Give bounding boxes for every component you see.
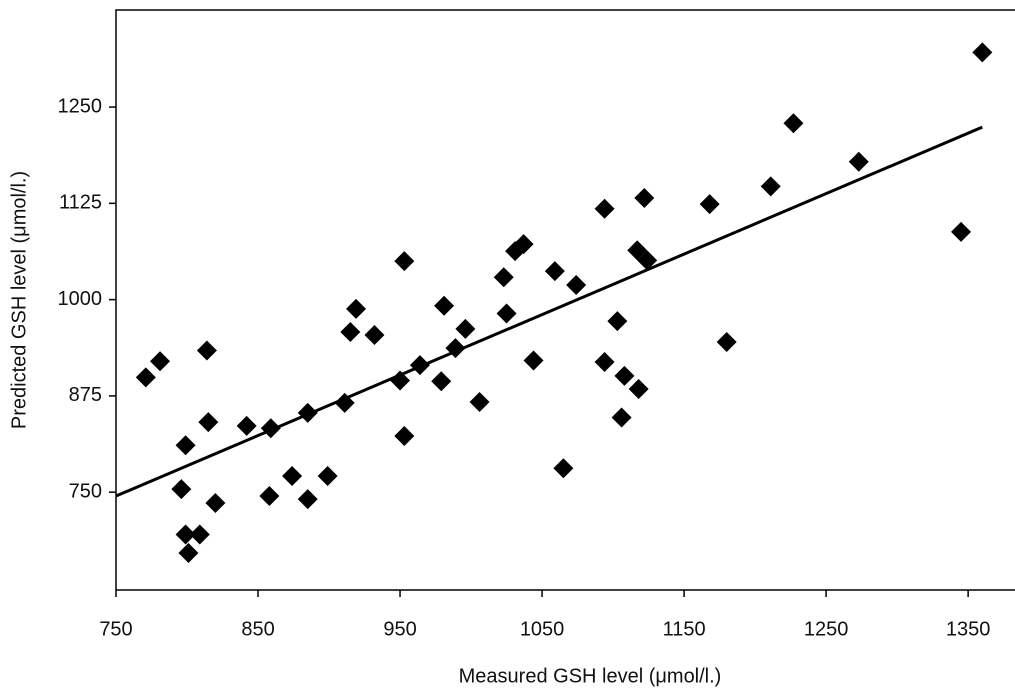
data-point xyxy=(553,458,574,479)
x-tick-label: 850 xyxy=(241,618,274,640)
data-point xyxy=(431,371,452,392)
x-axis-title: Measured GSH level (μmol/l.) xyxy=(459,665,722,687)
data-point xyxy=(390,370,411,391)
data-point xyxy=(259,486,280,507)
data-point xyxy=(205,492,226,513)
data-point xyxy=(178,543,199,564)
data-point xyxy=(434,295,455,316)
x-tick-label: 1050 xyxy=(520,618,565,640)
data-point xyxy=(699,194,720,215)
x-tick-label: 1150 xyxy=(663,618,706,640)
data-point xyxy=(455,318,476,339)
data-point xyxy=(150,351,171,372)
data-point xyxy=(628,378,649,399)
data-point xyxy=(189,524,210,545)
data-point xyxy=(469,392,490,413)
data-point xyxy=(594,198,615,219)
data-point xyxy=(848,151,869,172)
data-point xyxy=(607,311,628,332)
data-point xyxy=(614,365,635,386)
data-point xyxy=(297,489,318,510)
data-point xyxy=(196,340,217,361)
data-point xyxy=(175,524,196,545)
data-point xyxy=(493,267,514,288)
data-point xyxy=(544,261,565,282)
data-point xyxy=(496,303,517,324)
data-point xyxy=(135,367,156,388)
x-tick-label: 1250 xyxy=(804,618,849,640)
y-tick-label: 1000 xyxy=(58,288,103,310)
data-point xyxy=(972,42,993,63)
data-point xyxy=(594,352,615,373)
data-point xyxy=(523,350,544,371)
data-point xyxy=(566,274,587,295)
data-point xyxy=(611,407,632,428)
data-point xyxy=(783,113,804,134)
data-point xyxy=(346,298,367,319)
x-tick-label: 750 xyxy=(99,618,132,640)
y-tick-label: 875 xyxy=(69,384,102,406)
x-tick-label: 950 xyxy=(383,618,416,640)
data-point xyxy=(317,466,338,487)
data-point xyxy=(198,412,219,433)
data-point xyxy=(394,251,415,272)
data-point xyxy=(394,425,415,446)
y-tick-label: 750 xyxy=(69,480,102,502)
data-point xyxy=(513,234,534,255)
plot-frame xyxy=(115,9,1015,591)
data-point xyxy=(760,176,781,197)
y-axis-title: Predicted GSH level (μmol/l.) xyxy=(8,171,30,429)
data-point xyxy=(340,321,361,342)
x-tick-label: 1350 xyxy=(946,618,991,640)
data-point xyxy=(236,415,257,436)
data-point xyxy=(637,250,658,271)
data-point xyxy=(282,466,303,487)
fit-line xyxy=(115,125,983,498)
data-point xyxy=(175,435,196,456)
y-tick-label: 1250 xyxy=(58,95,103,117)
data-point xyxy=(716,331,737,352)
data-point xyxy=(951,221,972,242)
data-point xyxy=(364,325,385,346)
data-point xyxy=(634,187,655,208)
y-tick-label: 1125 xyxy=(59,192,102,214)
data-point xyxy=(171,479,192,500)
